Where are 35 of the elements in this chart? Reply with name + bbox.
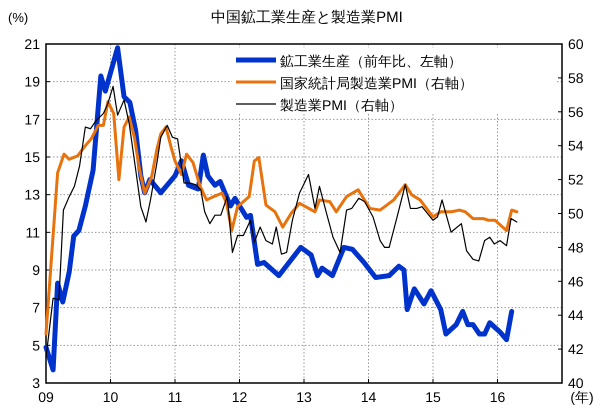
y-tick-label: 11: [25, 224, 40, 240]
y2-tick-label: 50: [568, 206, 584, 222]
x-tick-label: 14: [360, 389, 376, 405]
y2-tick-label: 60: [568, 36, 584, 52]
legend-label: 鉱工業生産（前年比、左軸）: [280, 53, 462, 69]
y2-tick-label: 48: [568, 239, 584, 256]
y2-tick-label: 54: [568, 138, 584, 154]
y-tick-label: 17: [24, 111, 40, 128]
y-axis-title: (%): [8, 10, 28, 25]
y-tick-label: 3: [32, 375, 40, 391]
y2-tick-label: 44: [568, 307, 584, 324]
y-tick-label: 7: [32, 300, 40, 316]
y-tick-label: 5: [32, 337, 40, 354]
chart-title: 中国鉱工業生産と製造業PMI: [211, 9, 403, 26]
legend-label: 製造業PMI（右軸）: [280, 97, 403, 113]
y-tick-label: 15: [24, 149, 40, 165]
y-tick-label: 9: [32, 262, 40, 278]
y2-tick-label: 42: [568, 341, 584, 358]
x-tick-label: 16: [490, 389, 506, 405]
x-tick-label: 10: [102, 389, 118, 405]
y2-tick-label: 52: [568, 172, 584, 188]
y2-tick-label: 56: [568, 104, 584, 120]
x-tick-label: 09: [38, 389, 54, 405]
x-tick-label: 13: [296, 389, 312, 405]
y2-tick-label: 58: [568, 70, 584, 86]
x-tick-label: 11: [168, 389, 182, 405]
y-tick-label: 21: [24, 36, 40, 52]
x-tick-label: 15: [425, 389, 441, 405]
x-tick-label: 12: [232, 389, 248, 405]
y2-tick-label: 40: [568, 375, 584, 391]
legend-label: 国家統計局製造業PMI（右軸）: [280, 75, 473, 91]
x-axis-title: (年): [570, 389, 594, 405]
y2-tick-label: 46: [568, 273, 584, 290]
y-tick-label: 19: [24, 74, 40, 90]
y-tick-label: 13: [24, 186, 40, 203]
